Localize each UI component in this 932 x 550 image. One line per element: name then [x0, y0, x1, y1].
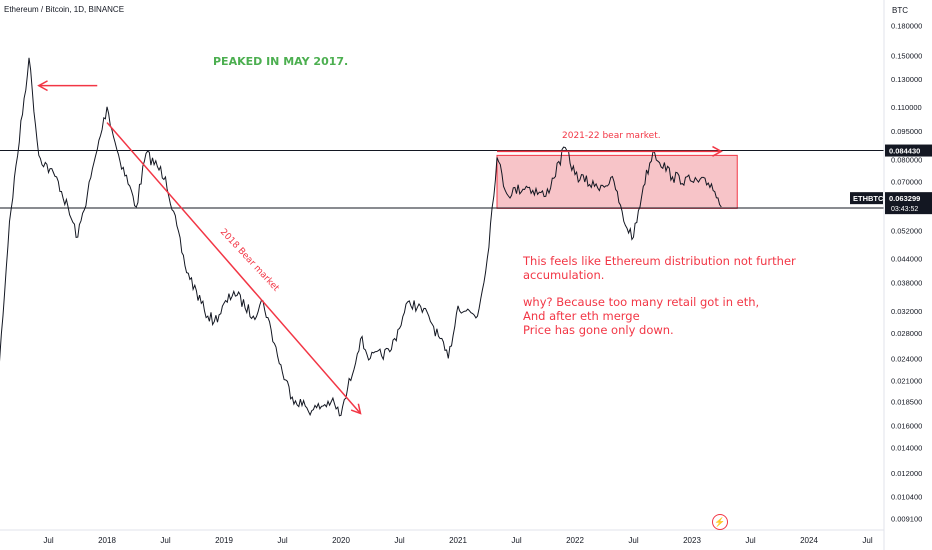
- time-axis[interactable]: Jul 2018 Jul 2019 Jul 2020 Jul 2021 Jul 2022 Jul 20…: [0, 529, 884, 545]
- symbol-title[interactable]: Ethereum / Bitcoin, 1D, BINANCE: [4, 5, 125, 14]
- annotation-arrows: [37, 80, 723, 415]
- bear-market-range-box: [496, 154, 738, 209]
- time-tick-label: Jul: [277, 536, 287, 545]
- time-tick-label: 2021: [449, 536, 467, 545]
- time-tick-label: Jul: [394, 536, 404, 545]
- time-tick-label: Jul: [745, 536, 755, 545]
- price-tick-label: 0.044000: [891, 254, 922, 263]
- note-annotation: This feels like Ethereum distribution no…: [523, 254, 853, 337]
- note-line: Price has gone only down.: [523, 323, 674, 337]
- price-tick-label: 0.012000: [891, 469, 922, 478]
- price-tick-label: 0.010400: [891, 493, 922, 502]
- symbol-badge-text: ETHBTC: [853, 194, 884, 203]
- price-tick-label: 0.080000: [891, 155, 922, 164]
- note-line: why? Because too many retail got in eth,: [523, 295, 760, 309]
- price-tick-label: 0.014000: [891, 444, 922, 453]
- price-tick-label: 0.032000: [891, 307, 922, 316]
- time-tick-label: 2024: [800, 536, 818, 545]
- price-series-line: [0, 57, 722, 417]
- note-line: This feels like Ethereum distribution no…: [523, 254, 796, 268]
- price-tick-label: 0.070000: [891, 178, 922, 187]
- arrow-head: [350, 403, 362, 415]
- price-tick-label: 0.021000: [891, 377, 922, 386]
- time-tick-label: 2019: [215, 536, 233, 545]
- peak-annotation: PEAKED IN MAY 2017.: [213, 55, 349, 68]
- arrow-head: [712, 145, 723, 157]
- time-tick-label: 2023: [683, 536, 701, 545]
- time-tick-label: 2022: [566, 536, 584, 545]
- price-tick-label: 0.052000: [891, 227, 922, 236]
- note-line: And after eth merge: [523, 309, 640, 323]
- time-tick-label: 2020: [332, 536, 350, 545]
- price-tick-label: 0.095000: [891, 127, 922, 136]
- price-axis-unit: BTC: [892, 6, 908, 15]
- time-tick-label: Jul: [43, 536, 53, 545]
- time-tick-label: Jul: [160, 536, 170, 545]
- arrow-line: [106, 122, 362, 414]
- hline-price-text: 0.084430: [889, 147, 920, 156]
- price-tick-label: 0.180000: [891, 21, 922, 30]
- last-price-badge: [885, 192, 932, 215]
- arrow-head: [37, 80, 48, 92]
- horizontal-lines: [0, 150, 884, 209]
- hline-price-badge: [885, 144, 932, 157]
- price-tick-label: 0.018500: [891, 397, 922, 406]
- price-axis[interactable]: BTC 0.180000 0.150000 0.130000 0.110000 0.095…: [883, 0, 922, 550]
- note-line: accumulation.: [523, 268, 605, 282]
- price-tick-label: 0.016000: [891, 421, 922, 430]
- candle-countdown-text: 03:43:52: [891, 206, 918, 213]
- price-tick-label: 0.038000: [891, 278, 922, 287]
- time-tick-label: 2018: [98, 536, 116, 545]
- tradingview-bolt-icon[interactable]: ⚡: [712, 514, 728, 530]
- price-tick-label: 0.028000: [891, 329, 922, 338]
- symbol-badge: [850, 192, 883, 205]
- price-tick-label: 0.110000: [891, 103, 922, 112]
- last-price-text: 0.063299: [889, 194, 920, 203]
- price-tick-label: 0.009100: [891, 515, 922, 524]
- time-tick-label: Jul: [511, 536, 521, 545]
- bear-2021-22-label: 2021-22 bear market.: [562, 131, 661, 141]
- price-tick-label: 0.130000: [891, 75, 922, 84]
- price-tick-label: 0.024000: [891, 354, 922, 363]
- time-tick-label: Jul: [628, 536, 638, 545]
- time-tick-label: Jul: [862, 536, 872, 545]
- price-tick-label: 0.150000: [891, 52, 922, 61]
